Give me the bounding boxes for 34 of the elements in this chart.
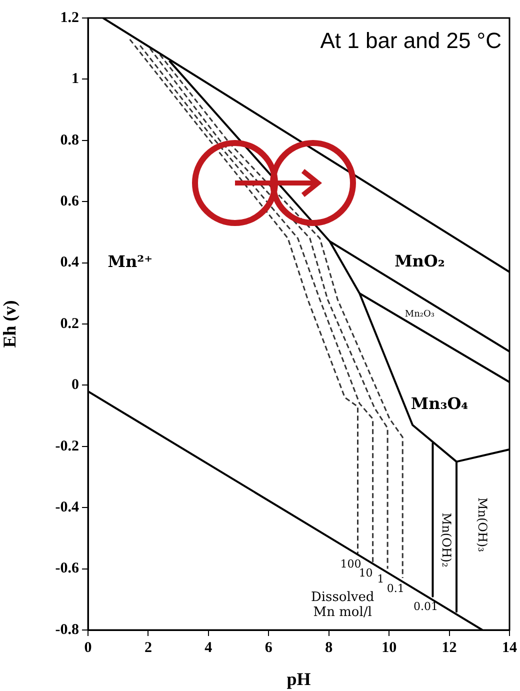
y-tick-label: 0.2 [60, 316, 79, 332]
y-tick-label: 0.8 [60, 132, 79, 148]
x-tick-label: 14 [502, 640, 518, 656]
x-tick-label: 2 [144, 640, 152, 656]
series-label: 0.1 [386, 582, 404, 595]
y-tick-label: -0.8 [55, 622, 79, 638]
series-label: 100 [340, 557, 362, 570]
x-tick-label: 10 [382, 640, 397, 656]
y-tick-label: 1.2 [60, 10, 79, 26]
y-tick-label: 1 [72, 71, 79, 88]
series-label: 1 [377, 572, 384, 586]
y-tick-label: -0.4 [55, 499, 80, 516]
x-tick-label: 4 [204, 640, 213, 656]
x-tick-label: 8 [325, 640, 333, 656]
x-tick-label: 12 [442, 640, 457, 656]
x-axis-title: pH [286, 668, 311, 689]
annotation: Mn²⁺ [108, 252, 153, 271]
annotation: Mn₂O₃ [404, 310, 435, 320]
y-tick-label: 0.4 [60, 254, 80, 271]
y-tick-label: -0.6 [55, 560, 80, 577]
text: At 1 bar and 25 °C [320, 28, 502, 54]
annotation: Mn(OH)₂ [439, 512, 454, 568]
annotation: Mn(OH)₃ [476, 497, 490, 552]
annotation: Dissolved Mn mol/l [310, 590, 374, 620]
series-label: 0.01 [413, 600, 438, 614]
y-tick-label: -0.2 [55, 438, 79, 454]
series-label: 10 [358, 566, 373, 580]
y-tick-label: 0 [72, 377, 79, 394]
annotation: Mn₃O₄ [410, 394, 468, 413]
annotation: MnO₂ [394, 251, 445, 270]
x-tick-label: 6 [264, 640, 273, 656]
y-tick-label: 0.6 [60, 193, 80, 210]
x-tick-label: 0 [84, 640, 92, 656]
y-axis-title: Eh (v) [0, 300, 20, 348]
